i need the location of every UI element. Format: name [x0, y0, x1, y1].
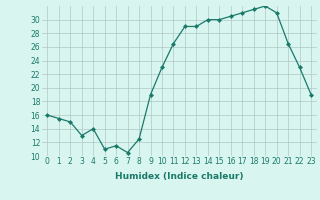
- X-axis label: Humidex (Indice chaleur): Humidex (Indice chaleur): [115, 172, 244, 181]
